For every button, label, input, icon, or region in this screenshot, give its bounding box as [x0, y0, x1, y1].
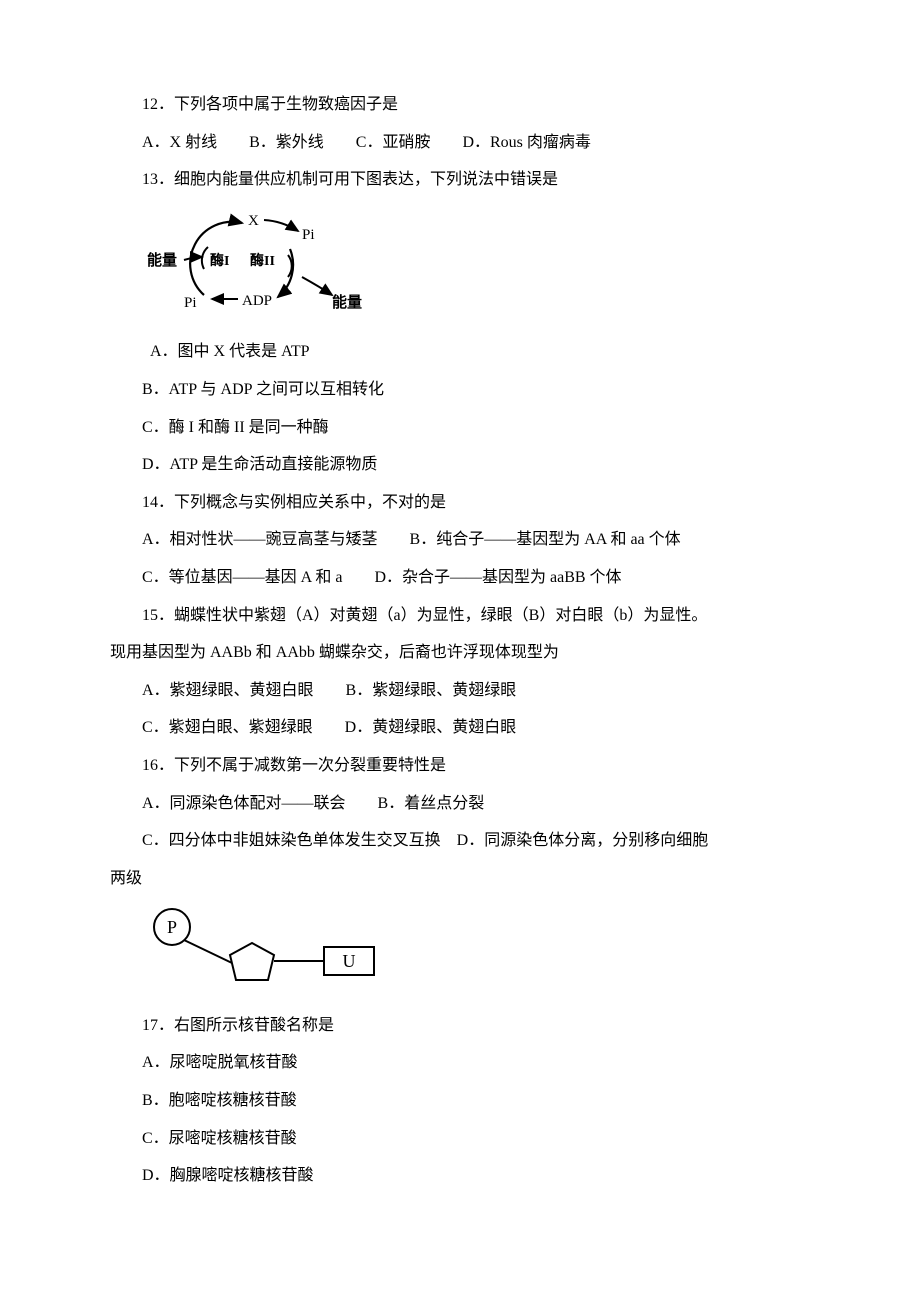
arrow-energy-out — [302, 277, 332, 295]
q15-stem2: 现用基因型为 AABb 和 AAbb 蝴蝶杂交，后裔也许浮现体现型为 — [110, 640, 810, 666]
q13-optC: C．酶 I 和酶 II 是同一种酶 — [110, 415, 810, 441]
label-pi-right: Pi — [302, 227, 315, 243]
q13-diagram: 能量 X Pi Pi ADP 能量 酶I 酶II — [142, 207, 810, 326]
q14-stem: 14．下列概念与实例相应关系中，不对的是 — [110, 490, 810, 516]
q12-options: A．X 射线 B．紫外线 C．亚硝胺 D．Rous 肉瘤病毒 — [110, 130, 810, 156]
q16-optsCD1: C．四分体中非姐妹染色单体发生交叉互换 D．同源染色体分离，分别移向细胞 — [110, 828, 810, 854]
q16-optsCD2: 两级 — [110, 866, 810, 892]
arrow-energy-in — [184, 257, 202, 260]
q13-optB: B．ATP 与 ADP 之间可以互相转化 — [110, 377, 810, 403]
q14-optsCD: C．等位基因——基因 A 和 a D．杂合子——基因型为 aaBB 个体 — [110, 565, 810, 591]
q15-optsCD: C．紫翅白眼、紫翅绿眼 D．黄翅绿眼、黄翅白眼 — [110, 715, 810, 741]
q17-diagram: P U — [142, 905, 810, 999]
q14-optsAB: A．相对性状——豌豆高茎与矮茎 B．纯合子——基因型为 AA 和 aa 个体 — [110, 527, 810, 553]
arrow-x-to-pi — [264, 220, 298, 231]
q17-optA: A．尿嘧啶脱氧核苷酸 — [110, 1050, 810, 1076]
label-energy-right: 能量 — [332, 293, 362, 311]
label-u: U — [343, 951, 356, 971]
label-enzyme2: 酶II — [250, 252, 275, 269]
q17-optD: D．胸腺嘧啶核糖核苷酸 — [110, 1163, 810, 1189]
q12-stem: 12．下列各项中属于生物致癌因子是 — [110, 92, 810, 118]
q15-stem1: 15．蝴蝶性状中紫翅（A）对黄翅（a）为显性，绿眼（B）对白眼（b）为显性。 — [110, 603, 810, 629]
q13-optA: A．图中 X 代表是 ATP — [110, 339, 810, 365]
bond-p-sugar — [184, 940, 232, 963]
q17-stem: 17．右图所示核苷酸名称是 — [110, 1013, 810, 1039]
label-pi-left: Pi — [184, 295, 197, 311]
label-x: X — [248, 213, 259, 229]
label-enzyme1: 酶I — [210, 252, 229, 269]
q15-optsAB: A．紫翅绿眼、黄翅白眼 B．紫翅绿眼、黄翅绿眼 — [110, 678, 810, 704]
label-adp: ADP — [242, 293, 272, 309]
q16-stem: 16．下列不属于减数第一次分裂重要特性是 — [110, 753, 810, 779]
label-p: P — [167, 917, 177, 937]
label-energy-left: 能量 — [147, 251, 177, 269]
q13-stem: 13．细胞内能量供应机制可用下图表达，下列说法中错误是 — [110, 167, 810, 193]
q17-optC: C．尿嘧啶核糖核苷酸 — [110, 1126, 810, 1152]
q16-optsAB: A．同源染色体配对——联会 B．着丝点分裂 — [110, 791, 810, 817]
q17-optB: B．胞嘧啶核糖核苷酸 — [110, 1088, 810, 1114]
arc-inner-left — [202, 247, 208, 269]
sugar-pentagon — [230, 943, 274, 980]
q13-optD: D．ATP 是生命活动直接能源物质 — [110, 452, 810, 478]
